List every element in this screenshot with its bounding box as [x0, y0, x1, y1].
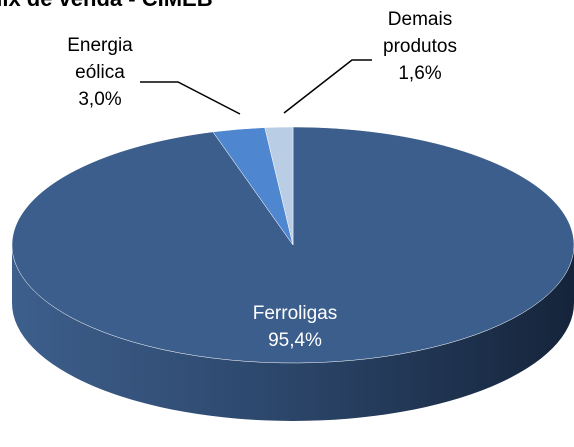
pie-slice [264, 126, 294, 246]
leader-line [283, 59, 372, 114]
value-label: 95,4% [268, 330, 322, 351]
pie-side [12, 245, 574, 421]
category-label: Demais produtos [383, 9, 457, 57]
value-label: 1,6% [398, 63, 442, 84]
slice-label: Demais produtos 1,6% [365, 6, 475, 87]
category-label: Energia eólica [67, 35, 133, 83]
chart-title: Mix de venda - CIMEB [0, 0, 213, 12]
leader-line [140, 81, 241, 115]
slice-label: Ferroligas 95,4% [220, 300, 370, 354]
slice-label: Energia eólica 3,0% [50, 32, 150, 113]
category-label: Ferroligas [252, 303, 338, 324]
pie [11, 126, 574, 421]
value-label: 3,0% [78, 89, 122, 110]
